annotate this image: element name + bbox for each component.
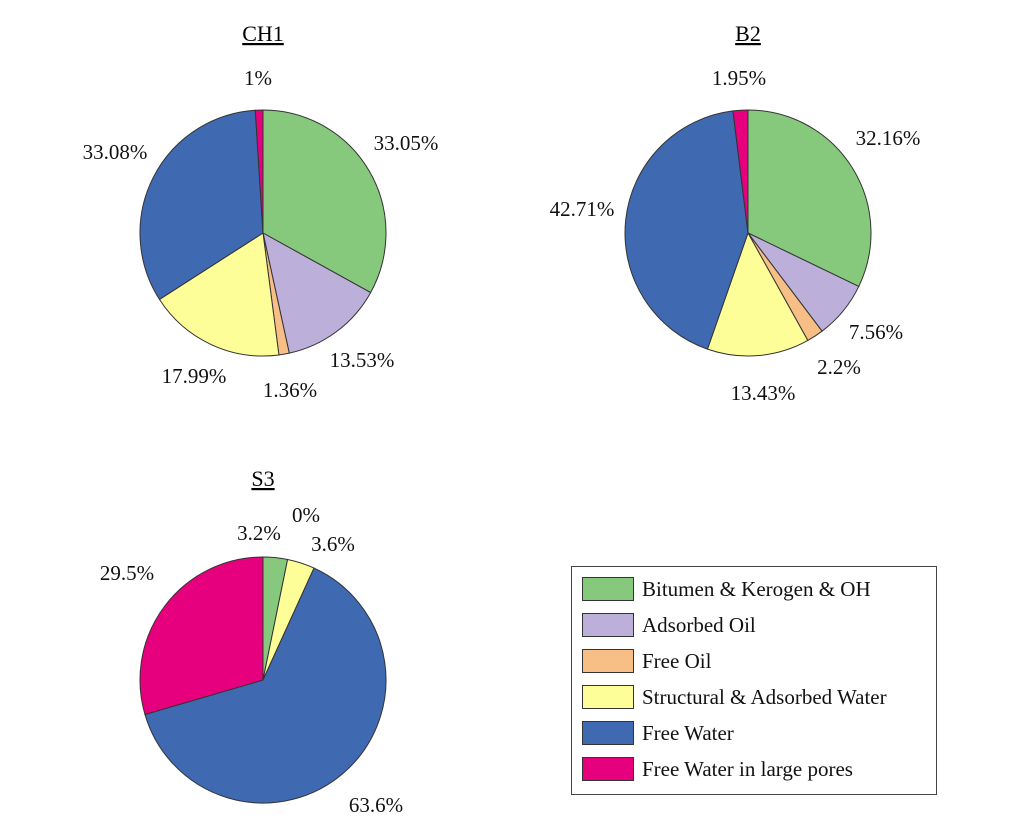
pie-slice-bitumen <box>747 109 872 288</box>
legend-swatch-bitumen <box>582 577 634 601</box>
legend-swatch-free-water <box>582 721 634 745</box>
pie-slice-free-water-large <box>732 109 749 234</box>
slice-label-bitumen: 3.2% <box>237 521 281 545</box>
slice-label-structural-water: 3.6% <box>311 532 355 556</box>
slice-label-free-water-large: 1.95% <box>712 66 766 90</box>
chart-title-b2: B2 <box>735 21 761 46</box>
legend-item-free-oil: Free Oil <box>582 648 711 674</box>
legend-swatch-free-oil <box>582 649 634 673</box>
chart-title-s3: S3 <box>251 466 274 491</box>
pie-slice-structural-water <box>158 232 280 357</box>
pie-b2: 32.16% 7.56% 2.2% 13.43% 42.71% 1.95% <box>550 66 921 405</box>
slice-label-adsorbed-oil: 13.53% <box>330 348 395 372</box>
slice-label-free-oil: 1.36% <box>263 378 317 402</box>
pie-slice-free-water-large <box>139 556 264 716</box>
legend-item-bitumen: Bitumen & Kerogen & OH <box>582 576 871 602</box>
slice-label-bitumen: 33.05% <box>374 131 439 155</box>
pie-slice-bitumen <box>262 109 387 294</box>
slice-label-structural-water: 13.43% <box>731 381 796 405</box>
slice-label-free-oil: 2.2% <box>817 355 861 379</box>
slice-label-free-water: 42.71% <box>550 197 615 221</box>
pie-slice-free-water-large <box>254 109 264 234</box>
legend-label: Adsorbed Oil <box>642 612 756 637</box>
legend-swatch-structural-water <box>582 685 634 709</box>
legend-item-structural-water: Structural & Adsorbed Water <box>582 684 887 710</box>
legend-label: Structural & Adsorbed Water <box>642 684 887 709</box>
pie-slice-free-water <box>139 109 264 301</box>
legend-item-adsorbed-oil: Adsorbed Oil <box>582 612 756 638</box>
slice-label-free-water: 63.6% <box>349 793 403 817</box>
slice-label-free-water-large: 1% <box>244 66 272 90</box>
legend-label: Free Water in large pores <box>642 756 853 781</box>
legend-label: Free Water <box>642 720 734 745</box>
slice-label-structural-water: 17.99% <box>162 364 227 388</box>
legend-swatch-free-water-large <box>582 757 634 781</box>
legend-item-free-water-large: Free Water in large pores <box>582 756 853 782</box>
pie-slice-adsorbed-oil <box>262 232 372 354</box>
legend-label: Free Oil <box>642 648 712 673</box>
slice-label-free-oil: 0% <box>292 503 320 527</box>
pie-s3: 3.2% 0% 3.6% 63.6% 29.5% <box>100 503 403 817</box>
legend-swatch-adsorbed-oil <box>582 613 634 637</box>
chart-title-ch1: CH1 <box>242 21 284 46</box>
slice-label-adsorbed-oil: 7.56% <box>849 320 903 344</box>
pie-ch1: 33.05% 13.53% 1.36% 17.99% 33.08% 1% <box>83 66 439 402</box>
legend-label: Bitumen & Kerogen & OH <box>642 576 871 601</box>
slice-label-bitumen: 32.16% <box>856 126 921 150</box>
pie-slice-free-water <box>624 110 749 350</box>
legend: Bitumen & Kerogen & OH Adsorbed Oil Free… <box>571 566 937 795</box>
slice-label-free-water: 33.08% <box>83 140 148 164</box>
pie-slice-structural-water <box>706 231 809 357</box>
legend-item-free-water: Free Water <box>582 720 734 746</box>
pie-slice-free-water <box>144 567 387 804</box>
slice-label-free-water-large: 29.5% <box>100 561 154 585</box>
